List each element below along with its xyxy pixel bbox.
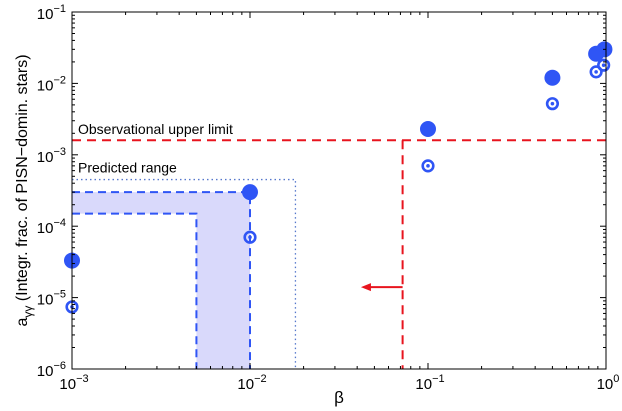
predicted-range-layer bbox=[72, 178, 297, 369]
ring-point-ring bbox=[421, 159, 435, 173]
y-tick-label-2: 10−4 bbox=[37, 217, 66, 237]
predicted-range-label: Predicted range bbox=[78, 160, 177, 176]
predicted-range-outer-edge bbox=[72, 191, 251, 369]
reference-lines-layer bbox=[72, 139, 606, 369]
plot-frame bbox=[71, 11, 607, 370]
y-axis-label-main: a bbox=[14, 318, 31, 327]
y-tick-label-4: 10−2 bbox=[37, 74, 66, 94]
ticks-layer: 10−3 10−2 10−1 100 10−6 10−5 10−4 10−3 10−2 10−1 bbox=[37, 3, 620, 393]
x-tick-label-3: 100 bbox=[597, 373, 620, 393]
filled-point-3 bbox=[544, 69, 561, 86]
x-tick-label-1: 10−2 bbox=[237, 373, 266, 393]
ring-point-dot bbox=[550, 101, 555, 106]
y-axis-label: aγγ (Integr. frac. of PISN−domin. stars) bbox=[14, 54, 35, 326]
predicted-range-inner-edge bbox=[72, 212, 198, 369]
ring-point-dot bbox=[594, 70, 598, 74]
filled-point-1 bbox=[242, 184, 258, 201]
y-tick-label-0: 10−6 bbox=[37, 360, 66, 380]
ring-point-1 bbox=[243, 230, 257, 244]
y-tick-label-1: 10−5 bbox=[37, 289, 66, 309]
filled-point-2 bbox=[420, 120, 436, 137]
ring-point-dot bbox=[426, 164, 430, 168]
y-tick-label-3: 10−3 bbox=[37, 146, 66, 166]
ring-point-4 bbox=[589, 65, 603, 79]
ring-point-ring bbox=[589, 65, 603, 79]
y-tick-label-5: 10−1 bbox=[37, 3, 66, 23]
data-points-layer bbox=[64, 41, 613, 314]
ring-point-dot bbox=[248, 235, 252, 240]
x-tick-label-0: 10−3 bbox=[59, 373, 88, 393]
predicted-range-band bbox=[72, 192, 250, 369]
ring-point-ring bbox=[545, 97, 560, 111]
ring-point-5 bbox=[597, 58, 611, 72]
ring-point-ring bbox=[597, 58, 611, 72]
x-axis-label: β bbox=[334, 388, 344, 407]
y-axis-label-sub: γγ bbox=[21, 306, 35, 318]
ring-point-ring bbox=[243, 230, 257, 244]
x-tick-label-2: 10−1 bbox=[415, 373, 444, 393]
limit-arrow-head bbox=[360, 283, 371, 292]
y-axis-label-rest: (Integr. frac. of PISN−domin. stars) bbox=[14, 54, 31, 305]
ring-point-3 bbox=[545, 97, 560, 111]
ring-point-dot bbox=[601, 63, 606, 67]
ring-point-2 bbox=[421, 159, 435, 173]
upper-limit-label: Observational upper limit bbox=[78, 121, 233, 137]
